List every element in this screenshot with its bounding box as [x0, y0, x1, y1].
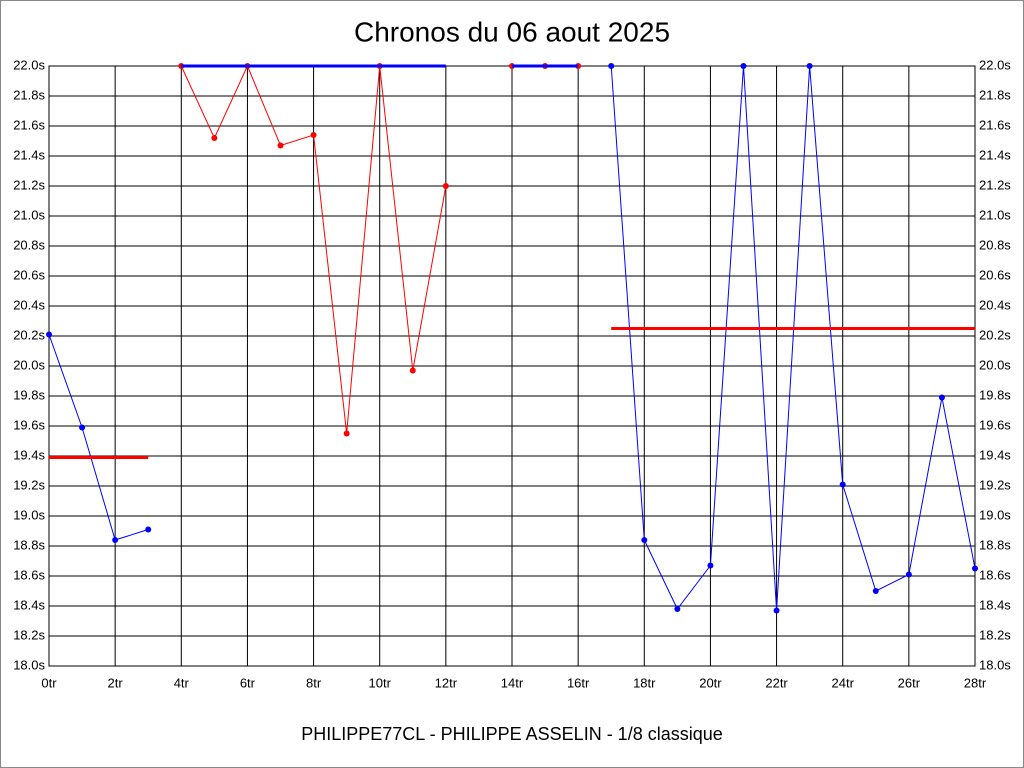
x-tick-label: 0tr: [41, 675, 57, 690]
data-point: [905, 571, 912, 578]
y2-tick-label: 19.4s: [979, 447, 1011, 462]
data-point: [773, 607, 780, 614]
data-point: [674, 606, 681, 612]
y2-tick-label: 19.0s: [979, 507, 1011, 522]
x-tick-label: 20tr: [699, 675, 722, 690]
data-point: [806, 63, 813, 69]
data-point: [409, 367, 416, 374]
data-point: [740, 63, 747, 69]
y-tick-label: 18.8s: [13, 537, 45, 552]
x-tick-label: 2tr: [108, 675, 124, 690]
y2-tick-label: 22.0s: [979, 57, 1011, 72]
data-point: [872, 588, 879, 594]
x-axis-label: PHILIPPE77CL - PHILIPPE ASSELIN - 1/8 cl…: [301, 724, 723, 744]
y2-tick-label: 18.0s: [979, 657, 1011, 672]
y-tick-label: 21.2s: [13, 177, 45, 192]
x-tick-label: 18tr: [633, 675, 656, 690]
data-point: [442, 183, 449, 189]
y2-tick-label: 20.4s: [979, 297, 1011, 312]
y2-tick-label: 20.2s: [979, 327, 1011, 342]
y2-tick-label: 21.6s: [979, 117, 1011, 132]
x-tick-label: 26tr: [898, 675, 921, 690]
y-tick-label: 18.6s: [13, 567, 45, 582]
y-tick-label: 21.8s: [13, 87, 45, 102]
data-point: [79, 424, 86, 431]
y2-tick-label: 21.8s: [979, 87, 1011, 102]
data-point: [707, 562, 714, 569]
y-tick-label: 18.0s: [13, 657, 45, 672]
chart-title: Chronos du 06 aout 2025: [354, 16, 670, 47]
series-line: [48, 65, 976, 611]
y-tick-label: 22.0s: [13, 57, 45, 72]
data-point: [938, 394, 945, 401]
y2-tick-label: 21.0s: [979, 207, 1011, 222]
data-point: [310, 132, 317, 138]
data-point: [343, 430, 350, 437]
y-tick-label: 20.4s: [13, 297, 45, 312]
y-tick-label: 20.2s: [13, 327, 45, 342]
x-tick-label: 8tr: [306, 675, 322, 690]
y2-tick-label: 19.6s: [979, 417, 1011, 432]
x-tick-label: 22tr: [765, 675, 788, 690]
y-tick-label: 18.4s: [13, 597, 45, 612]
y-tick-label: 19.2s: [13, 477, 45, 492]
data-point: [608, 63, 615, 69]
y-tick-label: 18.2s: [13, 627, 45, 642]
data-point: [972, 565, 978, 572]
data-point: [46, 331, 52, 338]
y2-tick-label: 21.4s: [979, 147, 1011, 162]
x-tick-label: 16tr: [567, 675, 590, 690]
data-point: [277, 142, 284, 149]
y2-tick-label: 18.2s: [979, 627, 1011, 642]
x-tick-label: 24tr: [832, 675, 855, 690]
x-tick-label: 10tr: [369, 675, 392, 690]
y2-tick-label: 19.8s: [979, 387, 1011, 402]
y2-tick-label: 21.2s: [979, 177, 1011, 192]
x-tick-label: 6tr: [240, 675, 256, 690]
y-tick-label: 20.0s: [13, 357, 45, 372]
data-point: [641, 537, 648, 543]
y-tick-label: 21.4s: [13, 147, 45, 162]
x-tick-label: 4tr: [174, 675, 190, 690]
y-tick-label: 19.8s: [13, 387, 45, 402]
x-tick-label: 12tr: [435, 675, 458, 690]
y-tick-label: 21.6s: [13, 117, 45, 132]
y-tick-label: 19.6s: [13, 417, 45, 432]
y2-tick-label: 20.6s: [979, 267, 1011, 282]
y-tick-label: 20.6s: [13, 267, 45, 282]
y2-tick-label: 20.8s: [979, 237, 1011, 252]
y-tick-label: 21.0s: [13, 207, 45, 222]
x-tick-label: 28tr: [964, 675, 987, 690]
y2-tick-label: 18.6s: [979, 567, 1011, 582]
y2-tick-label: 20.0s: [979, 357, 1011, 372]
x-tick-label: 14tr: [501, 675, 524, 690]
y2-tick-label: 18.4s: [979, 597, 1011, 612]
y-tick-label: 19.0s: [13, 507, 45, 522]
data-point: [145, 526, 152, 533]
data-point: [211, 135, 218, 141]
y-tick-label: 20.8s: [13, 237, 45, 252]
data-point: [112, 537, 119, 543]
y2-tick-label: 18.8s: [979, 537, 1011, 552]
y-tick-label: 19.4s: [13, 447, 45, 462]
y2-tick-label: 19.2s: [979, 477, 1011, 492]
data-point: [839, 481, 846, 488]
